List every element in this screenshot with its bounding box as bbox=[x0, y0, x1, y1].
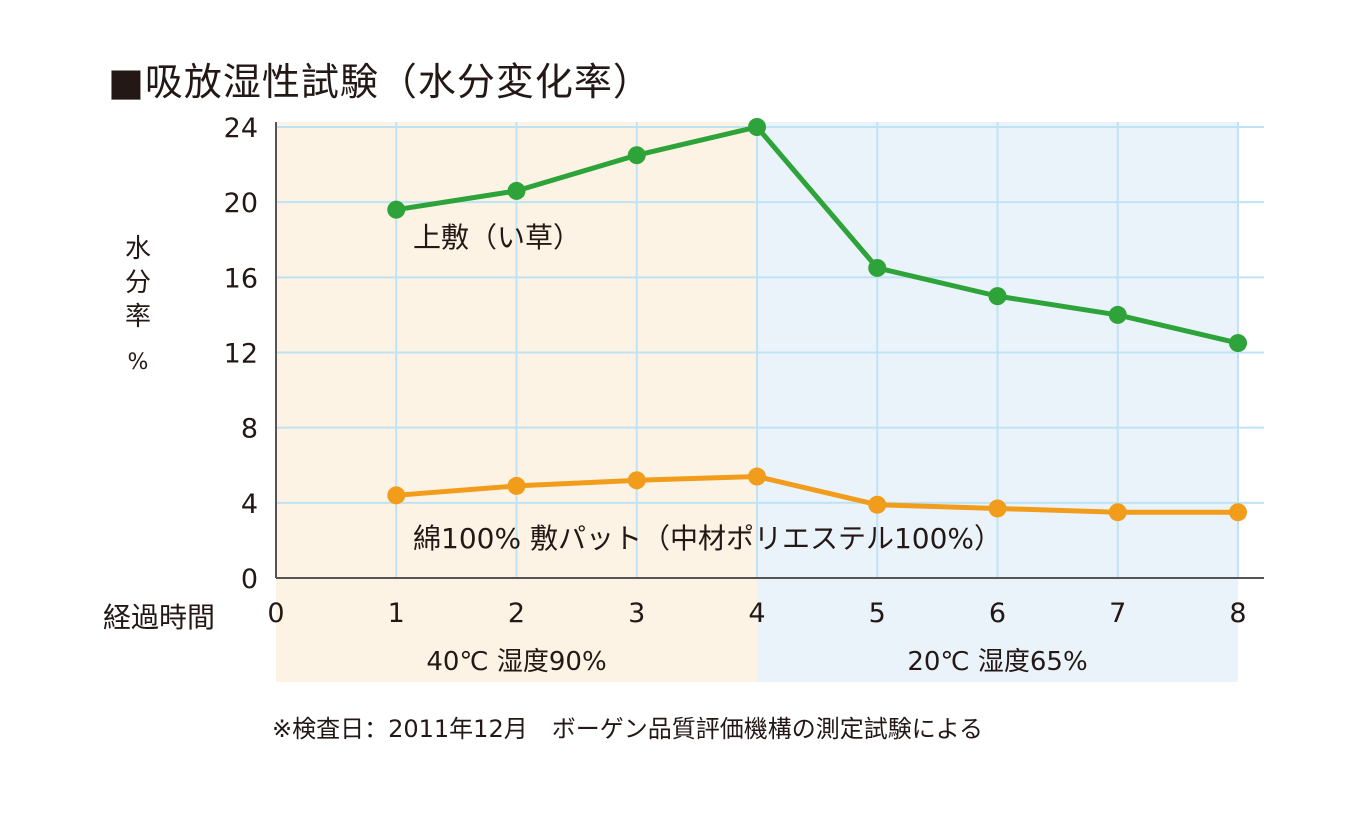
footnote: ※検査日：2011年12月 ボーゲン品質評価機構の測定試験による bbox=[272, 715, 984, 743]
y-tick-label: 24 bbox=[224, 113, 258, 144]
y-axis-label-char: 水 bbox=[124, 234, 151, 264]
x-tick-label: 4 bbox=[748, 598, 765, 629]
y-tick-label: 16 bbox=[224, 263, 258, 294]
x-tick-label: 5 bbox=[869, 598, 886, 629]
data-point bbox=[627, 471, 646, 490]
data-point bbox=[507, 476, 526, 495]
data-point bbox=[387, 200, 406, 219]
data-point bbox=[387, 486, 406, 505]
data-point bbox=[868, 258, 887, 277]
data-point bbox=[988, 499, 1007, 518]
chart-title: ■吸放湿性試験（水分変化率） bbox=[108, 60, 652, 104]
region-label: 40℃ 湿度90% bbox=[426, 647, 606, 677]
data-point bbox=[1229, 503, 1247, 522]
data-point bbox=[1108, 305, 1127, 324]
x-tick-label: 0 bbox=[267, 598, 284, 629]
series-line bbox=[396, 474, 1238, 515]
y-tick-label: 4 bbox=[241, 489, 258, 520]
y-tick-label: 8 bbox=[241, 414, 258, 445]
data-point bbox=[868, 495, 887, 514]
y-tick-label: 20 bbox=[224, 188, 258, 219]
y-axis-label-char: 率 bbox=[124, 302, 151, 332]
x-tick-label: 8 bbox=[1229, 598, 1246, 629]
y-axis-label: 水 分 率 bbox=[120, 232, 156, 334]
series-line bbox=[395, 124, 1239, 346]
data-point bbox=[507, 181, 526, 200]
data-point bbox=[748, 467, 766, 486]
x-axis-label: 経過時間 bbox=[103, 601, 216, 634]
data-point bbox=[627, 146, 646, 165]
series-label: 綿100% 敷パット（中材ポリエステル100%） bbox=[413, 522, 1002, 555]
x-tick-label: 6 bbox=[989, 598, 1006, 629]
data-point bbox=[1229, 334, 1247, 353]
data-point bbox=[1108, 503, 1127, 522]
x-tick-label: 2 bbox=[508, 598, 525, 629]
region-label: 20℃ 湿度65% bbox=[907, 647, 1087, 677]
y-axis-unit: % bbox=[127, 350, 149, 375]
y-tick-label: 12 bbox=[224, 339, 258, 370]
y-tick-label: 0 bbox=[241, 564, 258, 595]
x-tick-label: 7 bbox=[1109, 598, 1126, 629]
data-point bbox=[988, 287, 1007, 306]
data-point bbox=[748, 118, 766, 136]
y-axis-label-char: 分 bbox=[124, 268, 151, 298]
x-tick-label: 3 bbox=[628, 598, 645, 629]
series-label: 上敷（い草） bbox=[413, 221, 581, 254]
x-tick-label: 1 bbox=[388, 598, 405, 629]
